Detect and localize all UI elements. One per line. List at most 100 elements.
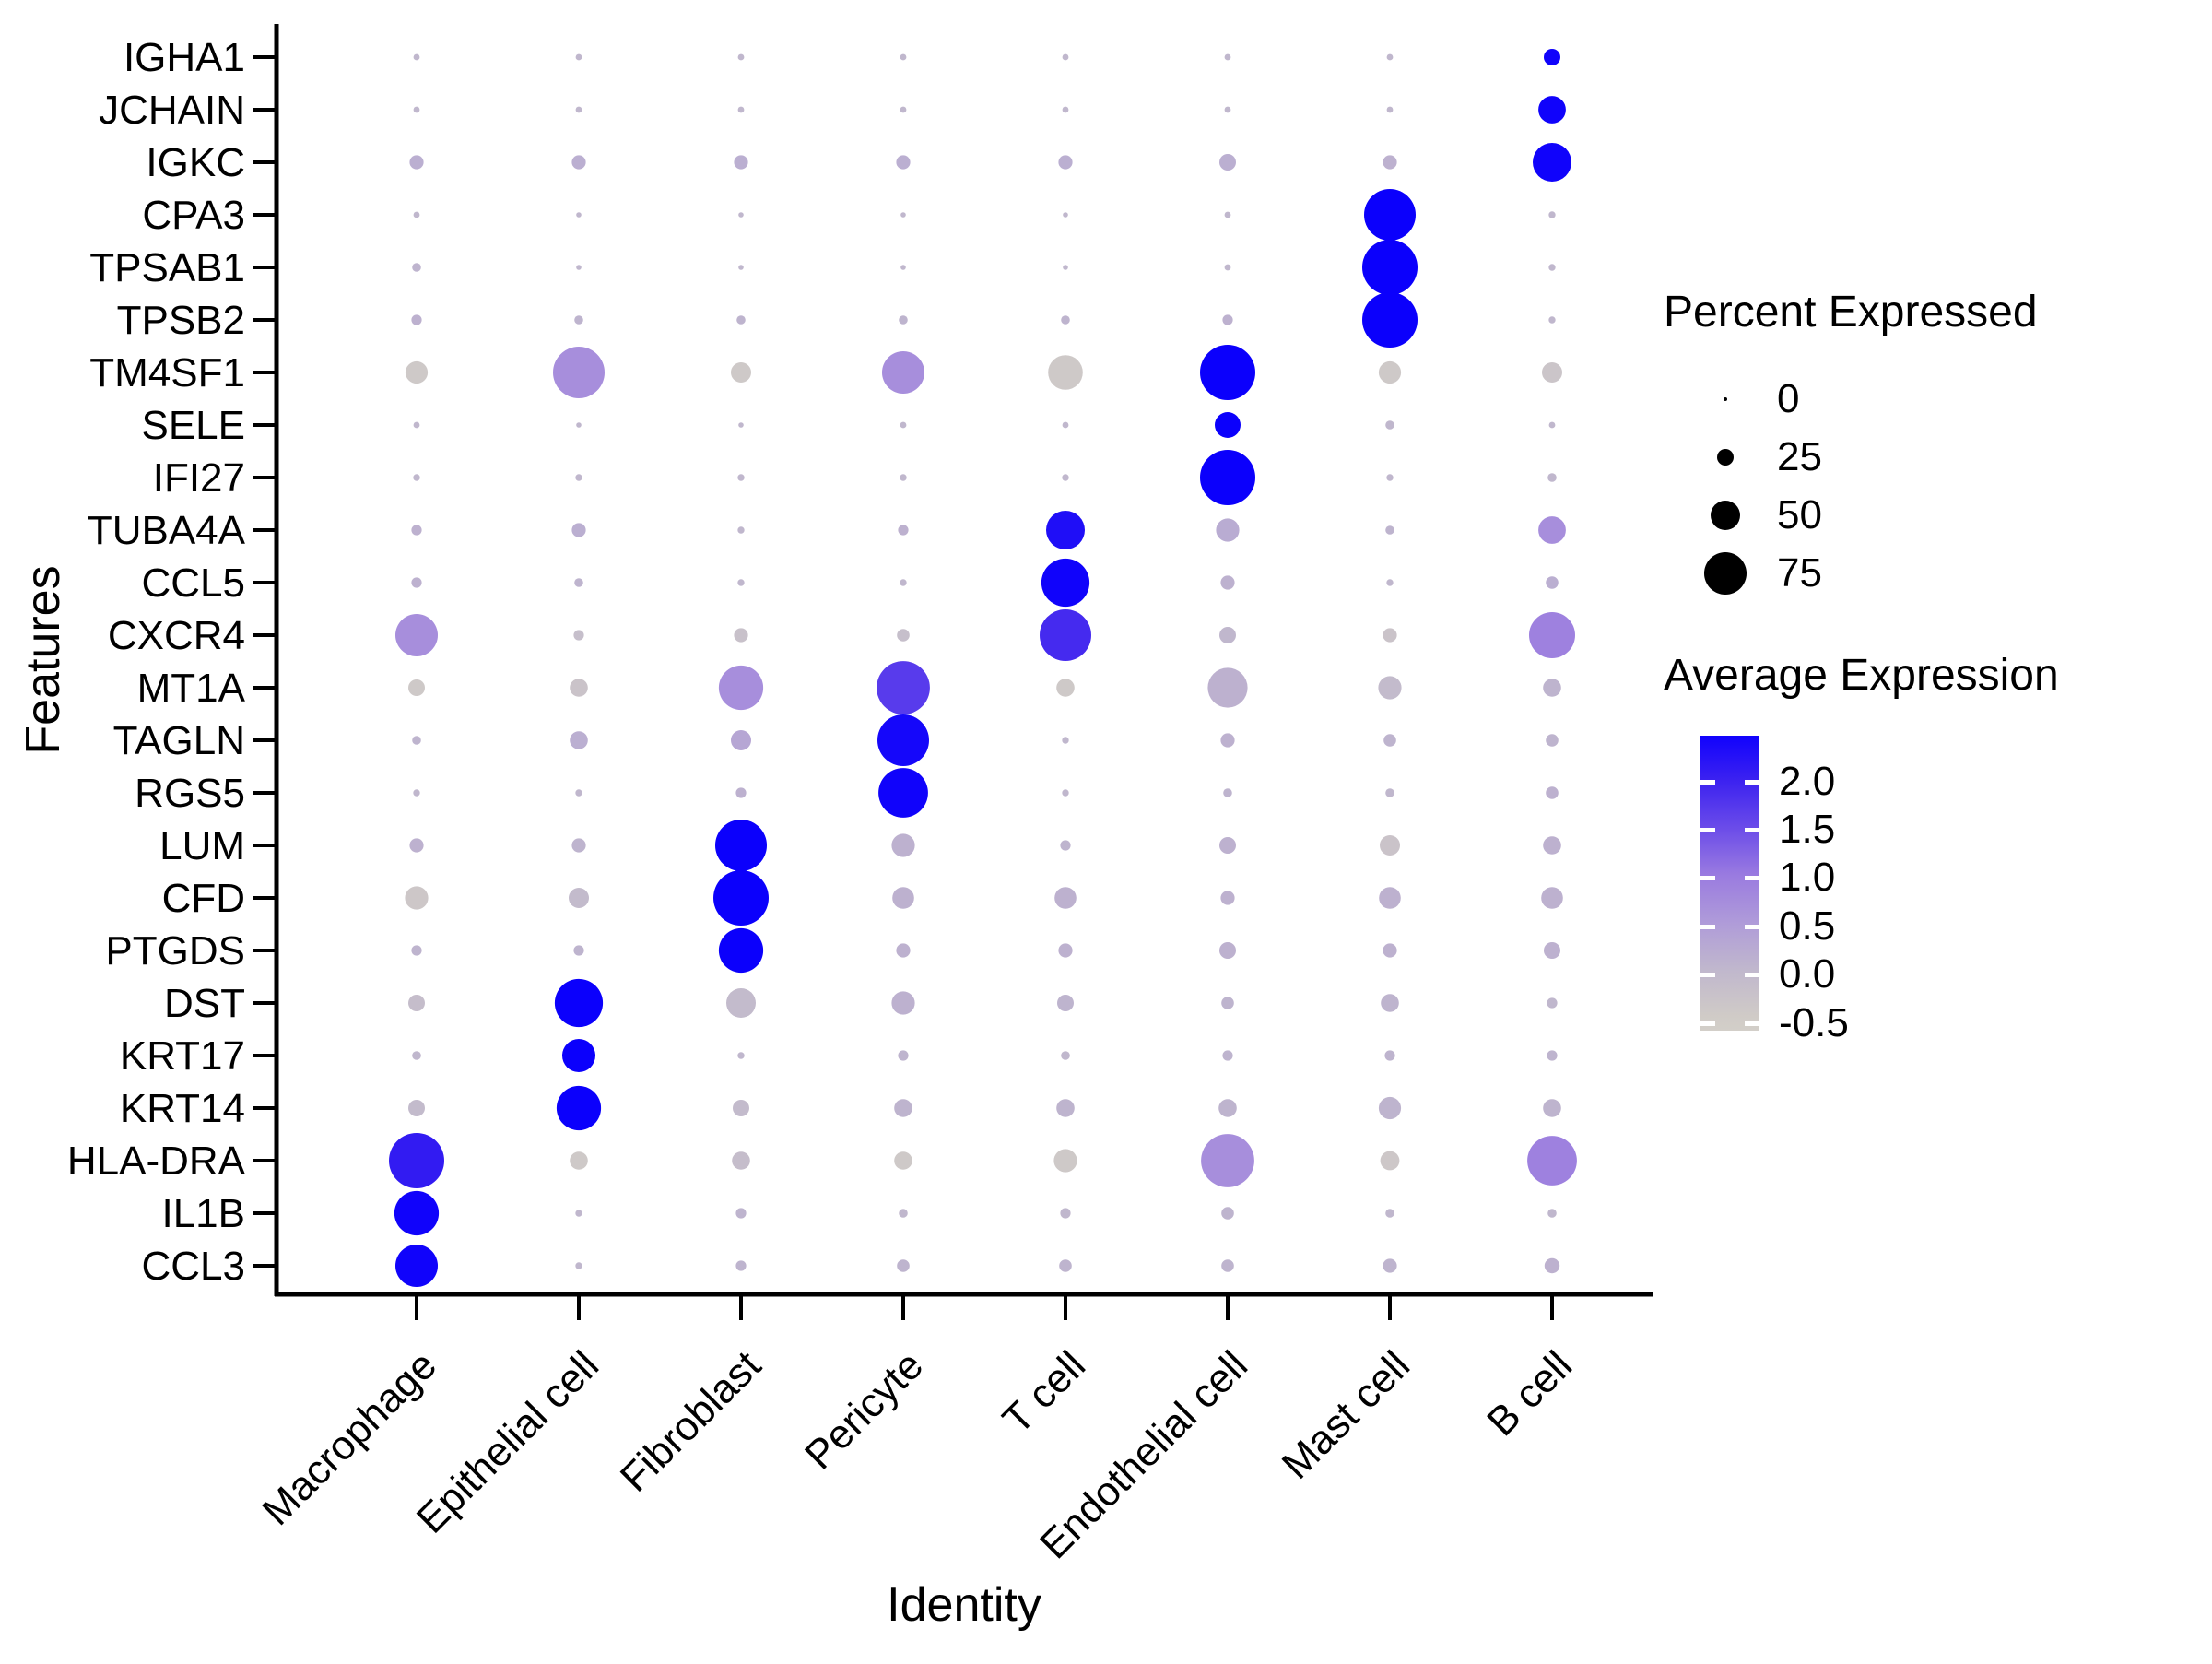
expression-dot: [1548, 421, 1556, 429]
expression-dot: [1062, 474, 1069, 481]
expression-dot: [894, 1151, 912, 1170]
expression-dot: [737, 579, 745, 586]
expression-dot: [878, 768, 928, 818]
color-legend-title: Average Expression: [1664, 651, 2059, 700]
expression-dot: [898, 1050, 909, 1061]
expression-dot: [735, 1260, 747, 1271]
expression-dot: [1543, 679, 1561, 697]
y-tick-label-KRT14: KRT14: [120, 1086, 245, 1131]
expression-dot: [1060, 840, 1071, 851]
expression-dot: [1222, 314, 1233, 325]
expression-dot: [734, 155, 748, 170]
expression-dot: [1221, 997, 1234, 1009]
expression-dot: [412, 1051, 421, 1060]
expression-dot: [411, 945, 422, 956]
expression-dot: [1201, 1134, 1254, 1187]
y-tick-label-MT1A: MT1A: [137, 666, 246, 711]
expression-dot: [1382, 1258, 1397, 1273]
y-tick-label-CXCR4: CXCR4: [108, 613, 245, 658]
expression-dot: [1053, 1149, 1077, 1173]
colorbar-label-0.5: 0.5: [1779, 903, 1836, 949]
expression-dot: [574, 578, 583, 587]
expression-dot: [569, 888, 589, 908]
expression-dot: [1386, 106, 1394, 113]
expression-dot: [1048, 355, 1083, 390]
expression-dot: [1538, 516, 1566, 544]
x-tick-label-pericyte: Pericyte: [796, 1342, 932, 1478]
expression-dot: [733, 1100, 749, 1116]
expression-dot: [1046, 511, 1085, 549]
expression-dot: [554, 978, 604, 1028]
colorbar-tick-mark: [1700, 828, 1715, 832]
y-tick-label-TM4SF1: TM4SF1: [89, 350, 245, 395]
expression-dot: [731, 362, 751, 383]
expression-dot: [556, 1085, 602, 1131]
expression-dot: [736, 315, 746, 325]
expression-dot: [1386, 474, 1394, 481]
expression-dot: [1224, 264, 1231, 271]
expression-dot: [732, 1151, 750, 1170]
expression-dot: [734, 628, 748, 643]
expression-dot: [882, 351, 924, 394]
expression-dot: [1224, 106, 1231, 113]
expression-dot: [900, 421, 907, 429]
expression-dot: [1542, 362, 1562, 383]
y-tick-label-TUBA4A: TUBA4A: [88, 508, 246, 553]
colorbar-tick-mark: [1745, 828, 1759, 832]
expression-dot: [576, 212, 582, 218]
expression-dot: [1385, 788, 1394, 797]
expression-dot: [1546, 734, 1559, 747]
expression-dot: [413, 474, 420, 481]
expression-dot: [575, 789, 582, 797]
expression-dot: [408, 1100, 425, 1116]
expression-dot: [389, 1133, 444, 1188]
expression-dot: [891, 991, 915, 1015]
expression-dot: [1223, 788, 1232, 797]
expression-dot: [1385, 420, 1394, 430]
expression-dot: [1059, 1259, 1072, 1272]
expression-dot: [1364, 189, 1416, 241]
color-legend-gradient-bar: [1700, 736, 1759, 1031]
expression-dot: [896, 155, 911, 170]
expression-dot: [1384, 1050, 1395, 1061]
expression-dot: [1527, 1136, 1577, 1186]
expression-dot: [737, 106, 745, 113]
expression-dot: [413, 106, 420, 113]
expression-dot: [576, 265, 582, 270]
expression-dot: [1062, 789, 1069, 797]
expression-dot: [1533, 143, 1571, 182]
expression-dot: [1218, 1099, 1237, 1117]
x-tick-label-t-cell: T cell: [994, 1342, 1094, 1442]
expression-dot: [1386, 53, 1394, 61]
x-tick-label-b-cell: B cell: [1478, 1342, 1581, 1445]
expression-dot: [1385, 525, 1394, 535]
expression-dot: [1220, 891, 1235, 905]
expression-dot: [1543, 836, 1561, 855]
expression-dot: [573, 945, 584, 956]
axis-layer: [274, 24, 1653, 1297]
y-tick-label-TPSB2: TPSB2: [117, 298, 245, 343]
expression-dot: [877, 661, 930, 714]
expression-dot: [553, 347, 605, 398]
y-tick-label-TAGLN: TAGLN: [113, 718, 245, 763]
expression-dot: [1546, 786, 1559, 799]
expression-dot: [413, 789, 420, 797]
expression-dot: [575, 53, 582, 61]
expression-dot: [1544, 49, 1560, 65]
expression-dot: [1224, 53, 1231, 61]
size-legend-label-50: 50: [1777, 492, 1822, 537]
expression-dot: [1054, 887, 1077, 909]
expression-dot: [1362, 292, 1418, 348]
expression-dot: [405, 360, 429, 384]
expression-dot: [896, 943, 911, 958]
expression-dot: [575, 1262, 582, 1269]
colorbar-tick-mark: [1700, 876, 1715, 880]
expression-dot: [1547, 1050, 1558, 1061]
expression-dot: [1547, 1209, 1557, 1218]
expression-dot: [413, 421, 420, 429]
colorbar-tick-mark: [1745, 1021, 1759, 1026]
y-tick-label-JCHAIN: JCHAIN: [99, 88, 245, 133]
expression-dot: [570, 1151, 588, 1170]
y-tick-label-CCL5: CCL5: [142, 561, 246, 606]
